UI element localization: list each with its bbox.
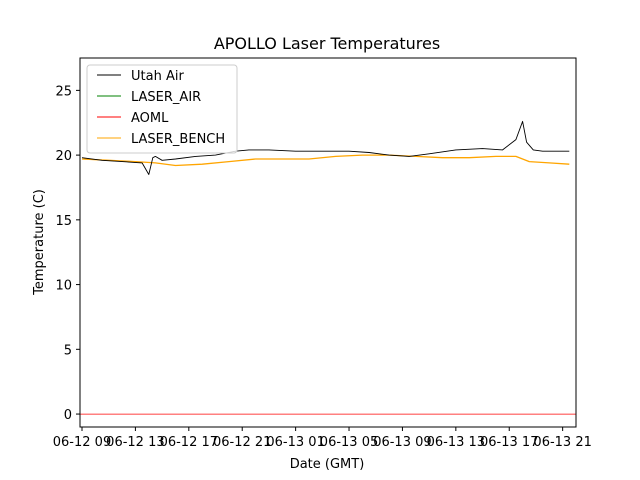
y-axis-title: Temperature (C) (32, 189, 47, 296)
y-tick-label: 25 (55, 84, 72, 99)
legend-box (86, 64, 238, 154)
x-tick-label: 06-13 05 (320, 435, 378, 450)
legend-label: Utah Air (131, 69, 184, 84)
plot-border (79, 57, 577, 428)
y-axis: 0 5 10 15 20 25 (55, 84, 80, 423)
x-axis-title: Date (GMT) (290, 457, 365, 472)
legend-label: LASER_AIR (131, 90, 201, 105)
legend: Utah Air LASER_AIR AOML LASER_BENCH (86, 64, 238, 154)
x-tick-label: 06-13 13 (427, 435, 485, 450)
legend-label: AOML (131, 111, 169, 126)
chart-title: APOLLO Laser Temperatures (214, 34, 440, 53)
y-tick-label: 0 (64, 408, 72, 423)
x-tick-label: 06-13 09 (373, 435, 431, 450)
series-layer (80, 120, 576, 415)
x-tick-label: 06-12 17 (160, 435, 218, 450)
y-tick-label: 20 (55, 149, 72, 164)
series-line-utah-air (81, 120, 570, 175)
y-tick-label: 10 (55, 279, 72, 294)
legend-label: LASER_BENCH (131, 132, 225, 147)
y-tick-label: 5 (64, 343, 72, 358)
x-tick-label: 06-12 09 (53, 435, 111, 450)
x-tick-label: 06-13 01 (266, 435, 324, 450)
x-tick-label: 06-13 21 (533, 435, 591, 450)
x-tick-label: 06-12 13 (106, 435, 164, 450)
x-tick-label: 06-12 21 (213, 435, 271, 450)
y-tick-label: 15 (55, 214, 72, 229)
series-line-laser-bench (81, 154, 570, 167)
x-tick-label: 06-13 17 (480, 435, 538, 450)
